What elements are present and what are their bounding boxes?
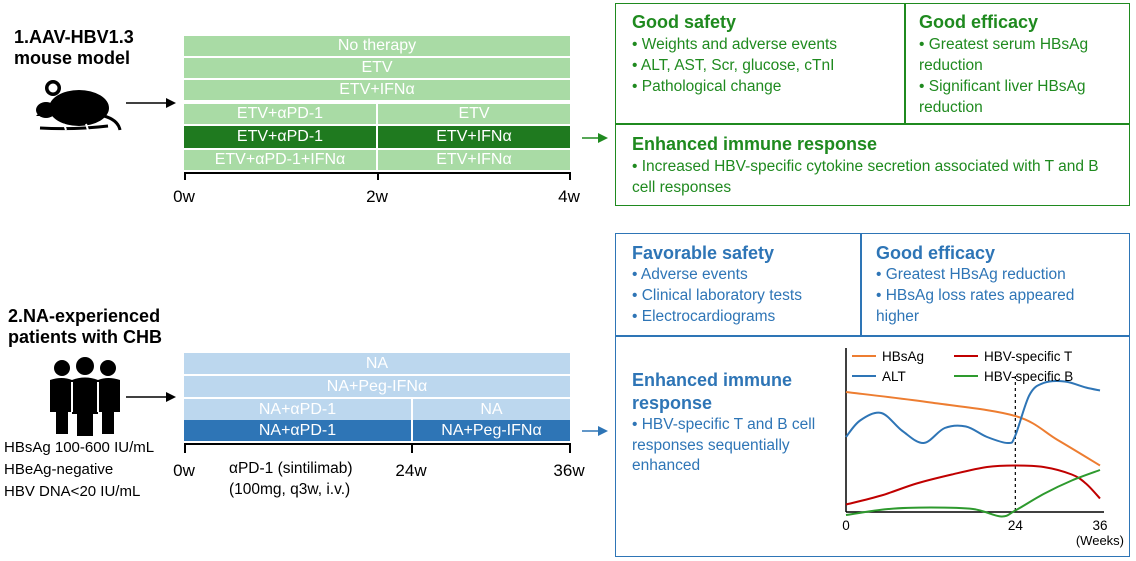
- legend-label-alt: ALT: [882, 369, 906, 384]
- bar-na-second-phase: NA: [413, 399, 570, 420]
- mouse-efficacy-title: Good efficacy: [919, 12, 1039, 32]
- bar-etv-second-phase: ETV: [378, 104, 570, 124]
- patient-box-divider-vertical: [860, 233, 862, 336]
- series-line-alt: [845, 380, 1101, 445]
- mouse-immune-text: • Increased HBV-specific cytokine secret…: [632, 158, 1099, 196]
- tick-label-24w: 24w: [395, 461, 427, 480]
- patient-outcomes-box: [615, 233, 1130, 557]
- patient-efficacy-item: • Greatest HBsAg reduction: [876, 266, 1066, 283]
- arrow-to-outcomes-2: [582, 426, 608, 436]
- patient-immune-title: Enhanced immune response: [632, 370, 793, 413]
- criteria-hbsag: HBsAg 100-600 IU/mL: [4, 439, 155, 456]
- tick-label-36w: 36w: [553, 461, 585, 480]
- mouse-safety-item: • Pathological change: [632, 78, 782, 95]
- legend-label-hbsag: HBsAg: [882, 349, 924, 364]
- criteria-hbv-dna: HBV DNA<20 IU/mL: [4, 483, 141, 500]
- mouse-icon: [36, 80, 122, 131]
- tick-label-0w: 0w: [173, 187, 195, 206]
- bar-na-apd1-highlight: NA+αPD-1: [184, 420, 411, 441]
- mouse-safety-title: Good safety: [632, 12, 737, 32]
- patient-safety-item: • Clinical laboratory tests: [632, 287, 802, 304]
- timeline-tick-0w: [184, 443, 186, 453]
- series-line-hbv-specific-t: [845, 464, 1101, 506]
- bar-etv-apd1-highlight: ETV+αPD-1: [184, 126, 376, 148]
- criteria-hbeag: HBeAg-negative: [4, 461, 114, 478]
- patient-efficacy-item: • HBsAg loss rates appeared higher: [876, 287, 1075, 325]
- immune-trend-chart: HBsAg ALT HBV-specific T HBV-specific B 0 24 3…: [842, 348, 1124, 548]
- mouse-outcomes-box: [615, 3, 1130, 206]
- timeline-tick-4w: [569, 172, 571, 180]
- x-tick-label: 0: [842, 518, 850, 533]
- arrow-to-outcomes-1: [582, 133, 608, 143]
- bar-na-peg-highlight: NA+Peg-IFNα: [413, 420, 570, 441]
- x-unit-label: (Weeks): [1076, 533, 1124, 548]
- mouse-model-title: 1.AAV-HBV1.3 mouse model: [14, 27, 134, 68]
- bar-na: NA: [184, 353, 570, 374]
- series-line-hbv-specific-b: [845, 469, 1101, 518]
- bar-na-peg: NA+Peg-IFNα: [184, 376, 570, 397]
- bar-etv: ETV: [184, 58, 570, 78]
- patients-icon: [50, 357, 120, 436]
- bar-etv-ifn: ETV+IFNα: [184, 80, 570, 100]
- arrow-to-regimens-2: [126, 392, 176, 402]
- timeline-axis-2: [184, 443, 570, 445]
- x-tick-label: 36: [1092, 518, 1107, 533]
- mouse-efficacy-item: • Significant liver HBsAg reduction: [919, 78, 1086, 116]
- patient-safety-item: • Adverse events: [632, 266, 748, 283]
- tick-label-2w: 2w: [366, 187, 388, 206]
- mouse-box-divider-horizontal: [615, 123, 1130, 125]
- x-tick-label: 24: [1008, 518, 1024, 533]
- timeline-tick-2w: [377, 172, 379, 180]
- mouse-efficacy-item: • Greatest serum HBsAg reduction: [919, 36, 1089, 74]
- series-line-hbsag: [845, 391, 1101, 467]
- tick-label-4w: 4w: [558, 187, 580, 206]
- patient-box-divider-horizontal: [615, 335, 1130, 337]
- tick-label-0w: 0w: [173, 461, 195, 480]
- timeline-tick-0w: [184, 172, 186, 180]
- bar-etv-apd1-ifn: ETV+αPD-1+IFNα: [184, 150, 376, 170]
- mouse-immune-title: Enhanced immune response: [632, 134, 878, 154]
- mouse-safety-item: • ALT, AST, Scr, glucose, cTnI: [632, 57, 835, 74]
- patients-title: 2.NA-experienced patients with CHB: [8, 306, 163, 347]
- patient-safety-title: Favorable safety: [632, 243, 775, 263]
- timeline-tick-36w: [569, 443, 571, 453]
- timeline-tick-24w: [411, 443, 413, 453]
- patient-safety-item: • Electrocardiograms: [632, 308, 776, 325]
- mouse-safety-item: • Weights and adverse events: [632, 36, 838, 53]
- bar-etv-ifn-second: ETV+IFNα: [378, 150, 570, 170]
- bar-etv-apd1-first: ETV+αPD-1: [184, 104, 376, 124]
- legend-label-hbv-specific-b: HBV-specific B: [984, 369, 1073, 384]
- drug-note: αPD-1 (sintilimab) (100mg, q3w, i.v.): [229, 460, 353, 498]
- legend-label-hbv-specific-t: HBV-specific T: [984, 349, 1072, 364]
- bar-no-therapy: No therapy: [184, 36, 570, 56]
- bar-na-apd1-first: NA+αPD-1: [184, 399, 411, 420]
- arrow-to-regimens-1: [126, 98, 176, 108]
- mouse-box-divider-vertical: [904, 3, 906, 124]
- patient-efficacy-title: Good efficacy: [876, 243, 996, 263]
- bar-etv-ifn-highlight: ETV+IFNα: [378, 126, 570, 148]
- patient-immune-text: • HBV-specific T and B cell responses se…: [632, 416, 816, 474]
